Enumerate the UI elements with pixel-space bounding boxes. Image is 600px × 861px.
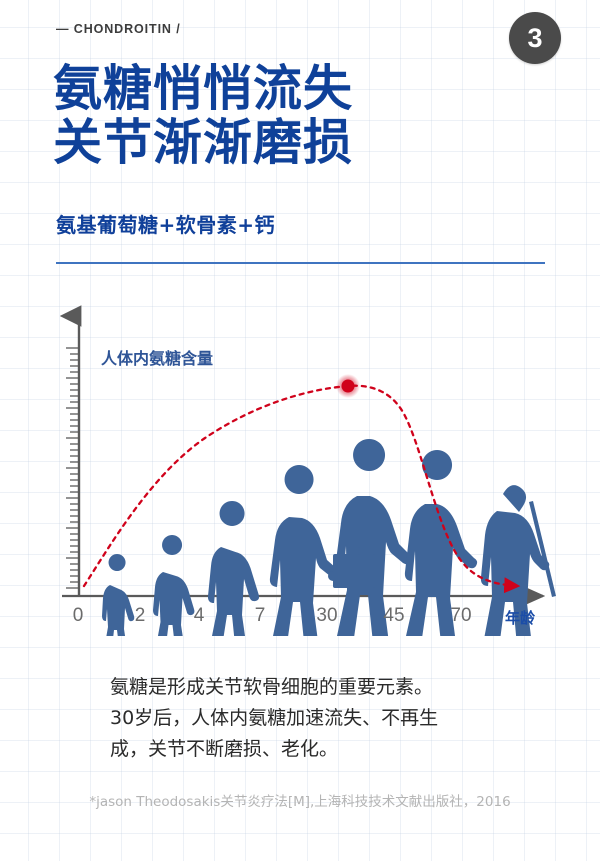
body-copy: 氨糖是形成关节软骨细胞的重要元素。 30岁后，人体内氨糖加速流失、不再生 成，关… xyxy=(110,672,530,764)
x-axis-tick-labels: 0 2 4 7 30 45 70 xyxy=(73,605,472,626)
body-copy-line-1: 氨糖是形成关节软骨细胞的重要元素。 xyxy=(110,676,434,698)
x-tick-1: 2 xyxy=(135,605,146,626)
glucosamine-decline-chart: 人体内氨糖含量 xyxy=(0,296,600,636)
step-badge: 3 xyxy=(509,12,561,64)
figure-adult-briefcase xyxy=(333,439,413,636)
source-footnote: *jason Theodosakis关节炎疗法[M],上海科技技术文献出版社，2… xyxy=(89,794,511,810)
x-tick-2: 4 xyxy=(194,605,205,626)
figure-infant xyxy=(102,554,135,636)
y-axis-legend: 人体内氨糖含量 xyxy=(101,349,213,368)
step-badge-number: 3 xyxy=(527,22,543,53)
x-tick-5: 45 xyxy=(383,605,404,626)
x-tick-4: 30 xyxy=(316,605,337,626)
page-title-line-2: 关节渐渐磨损 xyxy=(53,113,354,171)
x-tick-0: 0 xyxy=(73,605,84,626)
x-tick-3: 7 xyxy=(255,605,266,626)
header-divider xyxy=(56,262,545,264)
cane-icon xyxy=(529,501,556,597)
page-title-line-1: 氨糖悄悄流失 xyxy=(53,60,354,117)
body-copy-line-3: 成，关节不断磨损、老化。 xyxy=(110,737,339,760)
y-axis-ruler-ticks xyxy=(66,347,78,589)
x-tick-6: 70 xyxy=(450,605,471,626)
page-title: 氨糖悄悄流失 关节渐渐磨损 xyxy=(53,62,533,170)
figure-elderly-cane xyxy=(480,485,556,636)
x-axis-legend: 年龄 xyxy=(505,609,536,627)
glucosamine-curve xyxy=(82,384,521,594)
figure-group xyxy=(102,439,556,636)
figure-middle-aged xyxy=(404,450,478,636)
eyebrow-label: — CHONDROITIN / xyxy=(56,22,181,36)
y-axis xyxy=(59,305,82,596)
figure-child xyxy=(207,501,260,636)
figure-toddler xyxy=(153,535,195,636)
peak-marker xyxy=(336,374,360,398)
page-subtitle: 氨基葡萄糖+软骨素+钙 xyxy=(56,213,276,237)
body-copy-line-2: 30岁后，人体内氨糖加速流失、不再生 xyxy=(110,706,439,729)
